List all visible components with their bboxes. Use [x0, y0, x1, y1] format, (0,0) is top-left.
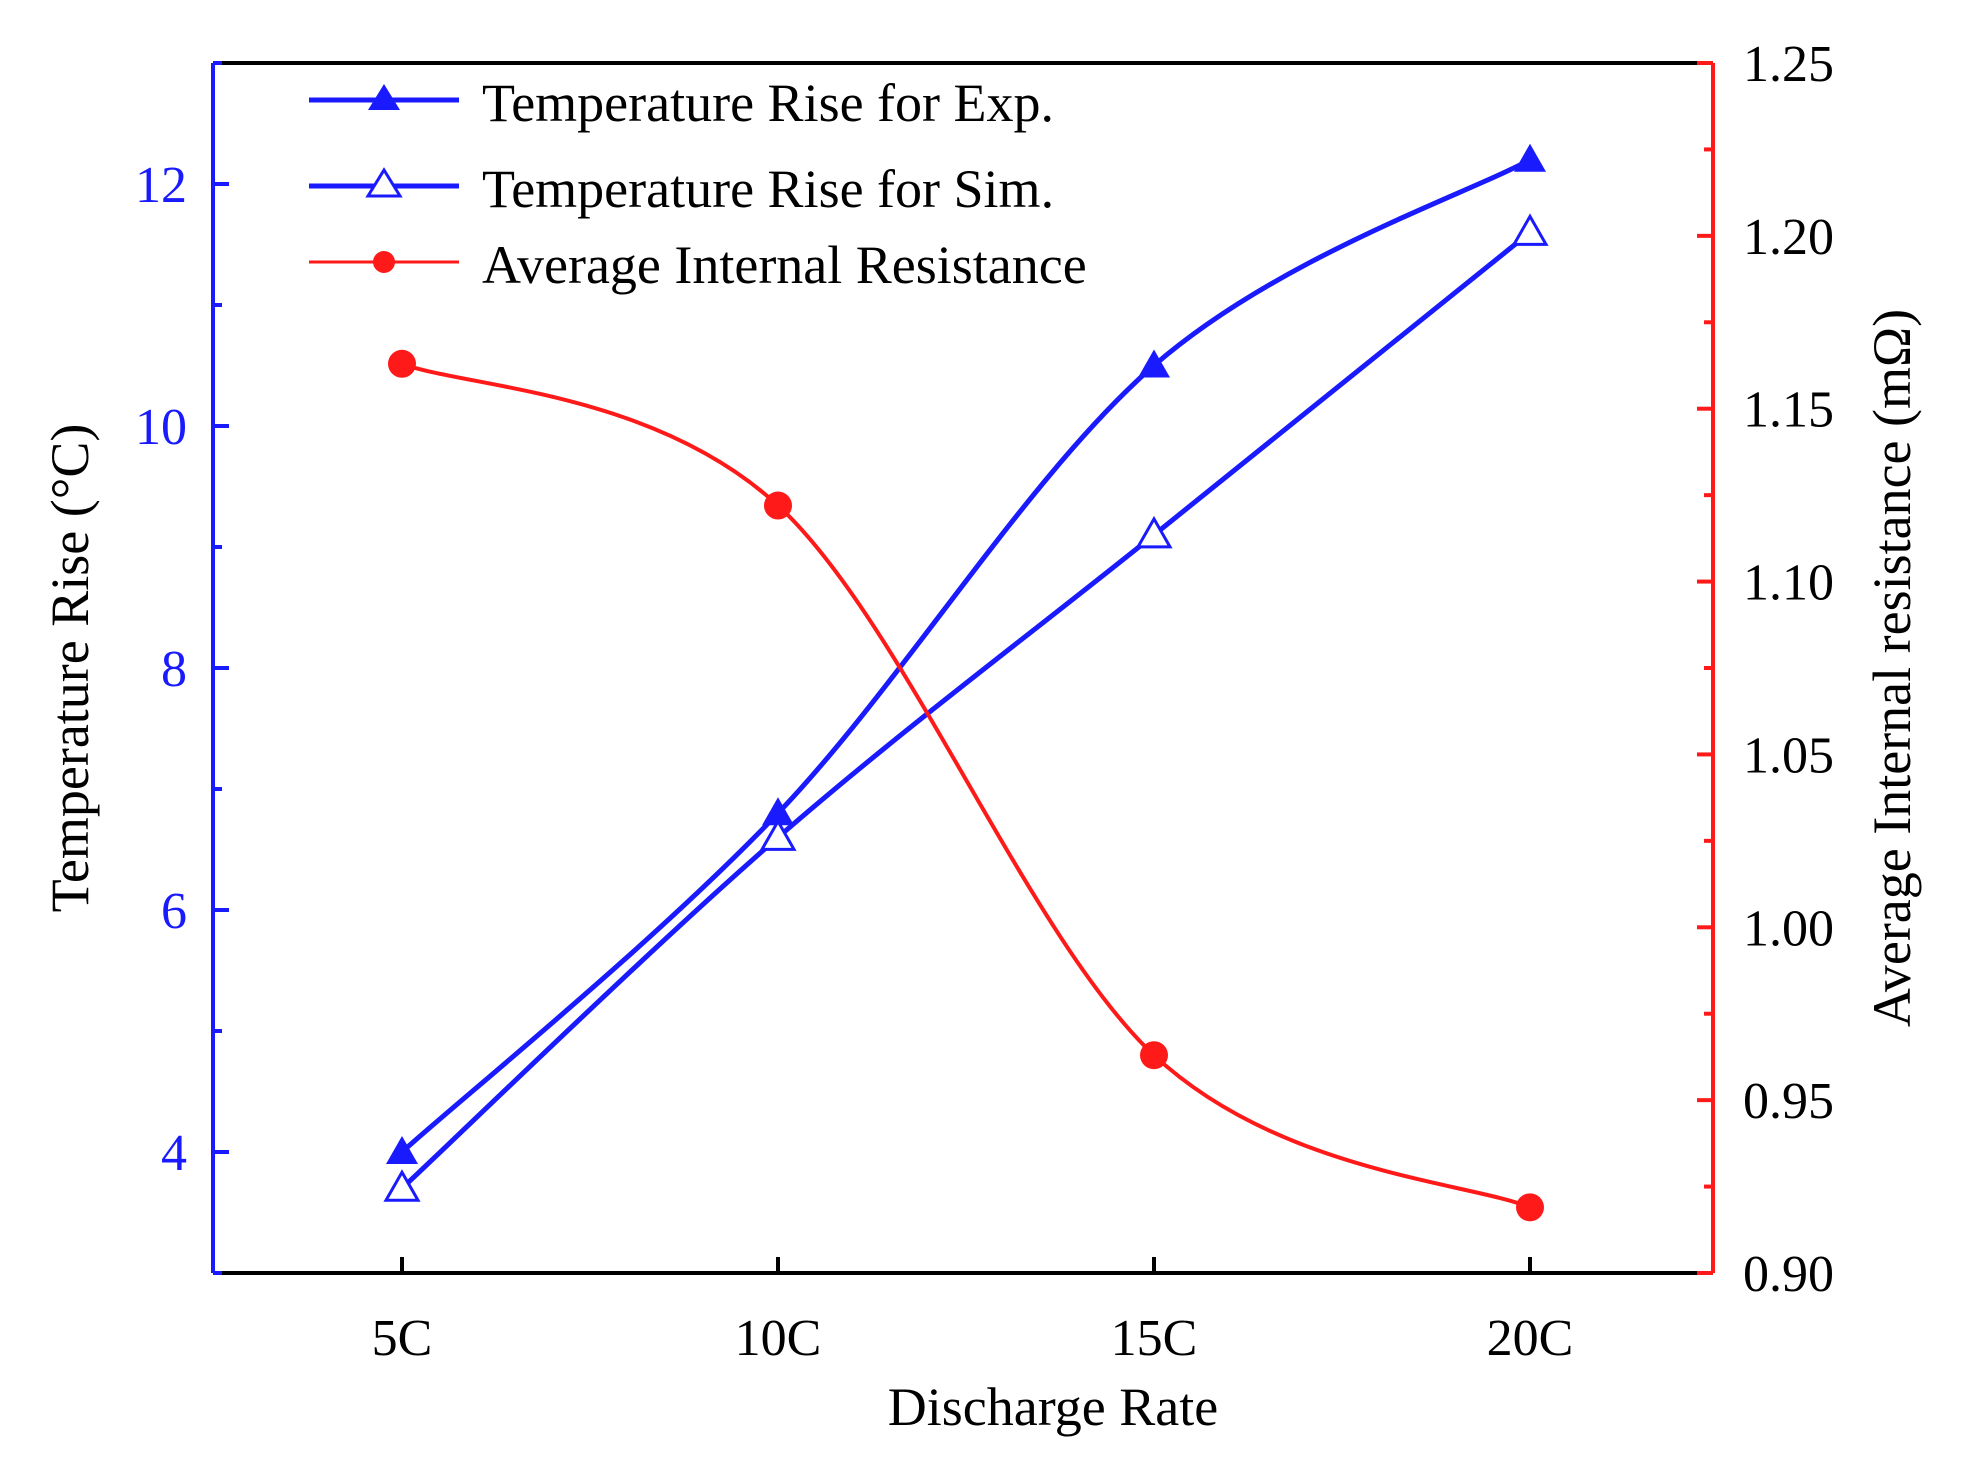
y-right-tick-label: 1.15 [1743, 382, 1834, 439]
data-point-resistance [1516, 1193, 1544, 1222]
axes-layer [211, 61, 1715, 1275]
y-left-tick-label: 4 [161, 1125, 187, 1182]
y-right-tick-label: 1.10 [1743, 555, 1834, 612]
series-layer [383, 143, 1549, 1222]
legend-item-sim: Temperature Rise for Sim. [309, 159, 1054, 219]
y-right-tick-label: 0.95 [1743, 1073, 1834, 1130]
series-line-resistance [401, 361, 1531, 1210]
y-right-tick-label: 1.20 [1743, 209, 1834, 266]
x-axis-title: Discharge Rate [888, 1377, 1218, 1437]
y-left-tick-label: 6 [161, 883, 187, 940]
legend-label-exp: Temperature Rise for Exp. [482, 73, 1054, 133]
y-left-tick-label: 10 [135, 399, 187, 456]
data-point-sim [1511, 213, 1549, 246]
y-right-tick-label: 1.25 [1743, 36, 1834, 93]
data-point-resistance [388, 349, 416, 378]
data-point-sim [1135, 515, 1173, 549]
legend-marker-filled-circle-icon [373, 251, 395, 273]
y-right-tick-label: 0.90 [1743, 1246, 1834, 1303]
data-point-exp [762, 797, 794, 826]
y-left-axis-title: Temperature Rise (°C) [40, 424, 100, 913]
x-tick-label: 5C [372, 1310, 433, 1367]
y-right-tick-label: 1.00 [1743, 900, 1834, 957]
data-point-exp [1514, 143, 1546, 172]
data-point-resistance [764, 491, 792, 520]
legend: Temperature Rise for Exp. Temperature Ri… [309, 73, 1087, 295]
legend-label-resistance: Average Internal Resistance [482, 235, 1087, 295]
labels-layer: 4 6 8 10 12 0.90 0.95 1.00 1.05 1.10 1.15 1.20 1.25 5… [135, 36, 1834, 1367]
x-tick-label: 20C [1487, 1310, 1574, 1367]
series-line-exp [400, 157, 1532, 1154]
x-tick-label: 15C [1111, 1310, 1198, 1367]
data-point-exp [386, 1136, 418, 1164]
data-point-exp [1138, 349, 1170, 378]
legend-marker-filled-triangle-icon [368, 84, 400, 110]
x-tick-label: 10C [735, 1310, 822, 1367]
data-point-resistance [1140, 1041, 1168, 1070]
legend-item-exp: Temperature Rise for Exp. [309, 73, 1054, 133]
legend-marker-hollow-triangle-icon [365, 167, 403, 198]
y-right-tick-label: 1.05 [1743, 727, 1834, 784]
data-point-sim [383, 1169, 421, 1202]
legend-item-resistance: Average Internal Resistance [309, 235, 1087, 295]
data-point-sim [759, 818, 797, 851]
y-left-tick-label: 12 [135, 157, 187, 214]
y-right-axis-title: Average Internal resistance (mΩ) [1862, 309, 1922, 1027]
y-left-tick-label: 8 [161, 641, 187, 698]
legend-label-sim: Temperature Rise for Sim. [482, 159, 1054, 219]
series-line-sim [400, 230, 1532, 1191]
